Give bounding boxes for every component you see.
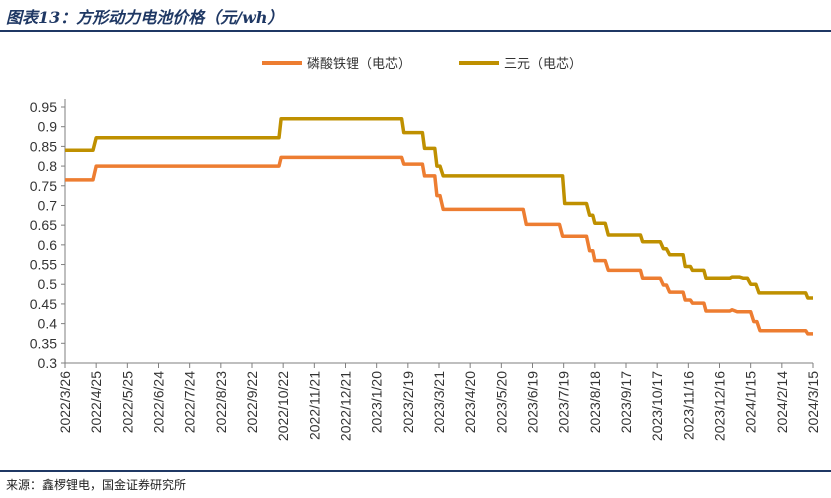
x-axis: 2022/3/26 2022/4/25 2022/5/25 2022/6/24 2022… [57,362,821,441]
y-tick-label: 0.95 [30,99,57,115]
legend-label-1: 三元（电芯） [504,57,582,72]
x-tick-label: 2023/2/19 [400,371,416,433]
series-line-1 [65,117,813,300]
y-tick-label: 0.85 [30,138,57,154]
y-tick-label: 0.7 [38,197,58,213]
y-tick-label: 0.75 [30,178,57,194]
price-line-chart: 磷酸铁锂（电芯） 三元（电芯） 0.95 0.9 0.85 0.8 0.75 0.7 0.65… [30,57,821,441]
plot-lines [65,117,813,336]
y-tick-label: 0.35 [30,335,57,351]
x-tick-label: 2023/5/20 [493,371,509,433]
chart-legend: 磷酸铁锂（电芯） 三元（电芯） [262,57,582,72]
x-tick-label: 2023/7/19 [556,371,572,433]
y-tick-label: 0.9 [38,119,58,135]
y-tick-label: 0.45 [30,296,57,312]
x-tick-label: 2023/3/21 [431,371,447,433]
x-tick-label: 2024/2/14 [774,371,790,433]
x-tick-label: 2022/5/25 [119,371,135,433]
y-tick-label: 0.55 [30,257,57,273]
x-tick-label: 2022/9/22 [244,371,260,433]
x-tick-label: 2023/9/17 [618,371,634,433]
x-tick-label: 2022/12/21 [338,371,354,441]
y-tick-label: 0.65 [30,217,57,233]
x-tick-label: 2023/8/18 [587,371,603,433]
x-tick-label: 2023/1/20 [369,371,385,433]
y-tick-label: 0.5 [38,276,58,292]
x-tick-label: 2023/10/17 [649,371,665,441]
series-line-0 [65,155,813,336]
y-tick-label: 0.3 [38,355,58,371]
x-tick-label: 2022/11/21 [306,371,322,440]
x-tick-label: 2022/4/25 [88,371,104,433]
x-tick-label: 2024/1/15 [743,371,759,433]
y-tick-label: 0.8 [38,158,58,174]
legend-label-0: 磷酸铁锂（电芯） [307,57,411,72]
title-rule [0,30,831,32]
y-tick-label: 0.6 [38,237,58,253]
x-tick-label: 2022/10/22 [275,371,291,441]
x-tick-label: 2023/4/20 [462,371,478,433]
x-tick-label: 2023/6/19 [525,371,541,433]
x-tick-label: 2023/11/16 [680,371,696,440]
y-axis: 0.95 0.9 0.85 0.8 0.75 0.7 0.65 0.6 0.55 0.5 0.45 0… [30,99,66,371]
x-tick-label: 2022/7/24 [182,371,198,433]
x-tick-label: 2024/3/15 [805,371,821,433]
figure-title: 图表13：方形动力电池价格（元/wh） [6,8,284,27]
x-tick-label: 2022/3/26 [57,371,73,433]
x-tick-label: 2023/12/16 [712,371,728,441]
y-tick-label: 0.4 [38,316,58,332]
source-note: 来源：鑫椤锂电，国金证券研究所 [6,478,187,492]
x-tick-label: 2022/6/24 [151,371,167,433]
x-tick-label: 2022/8/23 [213,371,229,433]
footer-rule [0,470,831,472]
